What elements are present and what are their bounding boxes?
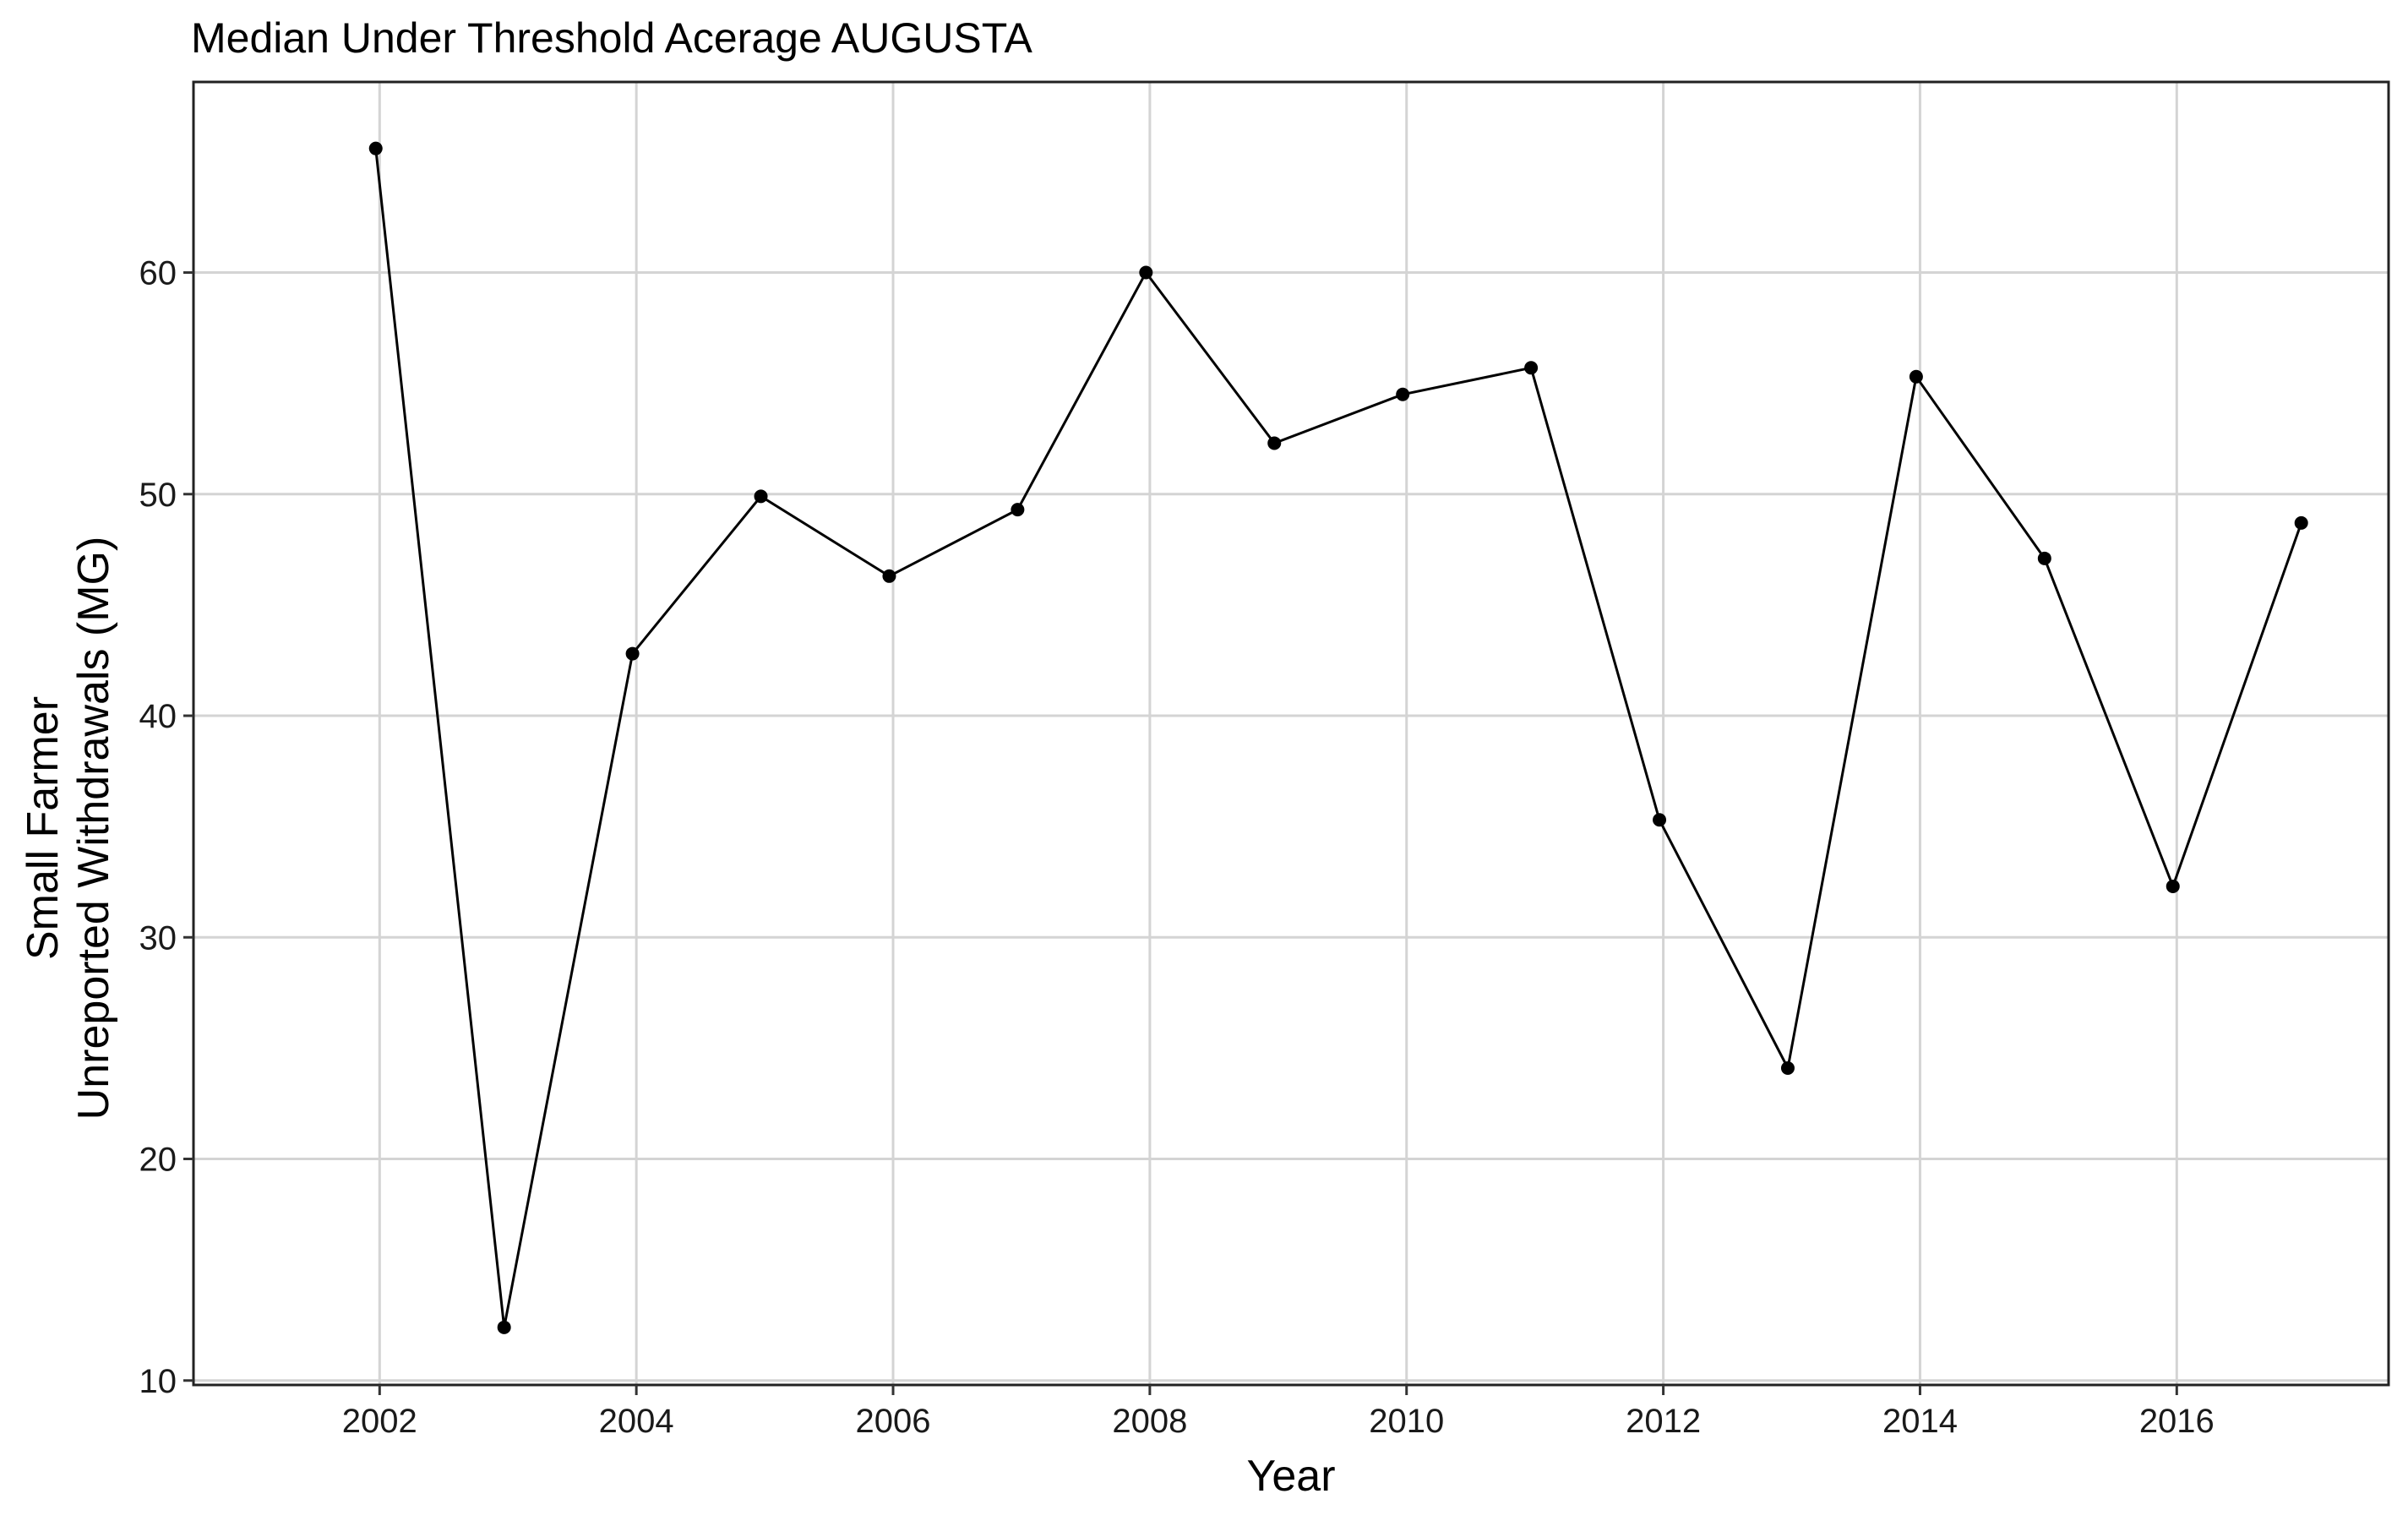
data-point [754, 489, 768, 504]
axes: 10 20 30 40 50 60 2002 2004 2006 2008 2010 2012 2014… [139, 255, 2215, 1440]
plot-panel-border [192, 80, 2390, 1387]
data-point [1909, 369, 1923, 384]
x-tick-label-2016: 2016 [2139, 1403, 2215, 1440]
data-point [2294, 515, 2308, 530]
x-axis-title: Year [1246, 1452, 1335, 1501]
data-point [1780, 1060, 1795, 1075]
data-point [1524, 361, 1539, 375]
series-line [374, 148, 2303, 1328]
x-tick-label-2008: 2008 [1112, 1403, 1187, 1440]
x-tick-label-2012: 2012 [1626, 1403, 1701, 1440]
x-tick-label-2006: 2006 [856, 1403, 931, 1440]
data-point [1653, 813, 1667, 827]
data-point [625, 646, 640, 661]
data-point [1267, 436, 1282, 450]
y-tick-label-40: 40 [139, 698, 177, 735]
x-tick-label-2004: 2004 [599, 1403, 674, 1440]
y-axis-title-line-1: Small Farmer [19, 696, 68, 960]
y-tick-label-50: 50 [139, 477, 177, 514]
data-point [1396, 387, 1410, 401]
x-tick-label-2002: 2002 [342, 1403, 417, 1440]
data-point [1139, 265, 1153, 280]
data-point [2166, 879, 2180, 893]
y-tick-label-10: 10 [139, 1363, 177, 1400]
x-tick-label-2010: 2010 [1369, 1403, 1444, 1440]
data-point [368, 141, 383, 155]
data-point [882, 569, 896, 583]
x-tick-label-2014: 2014 [1882, 1403, 1958, 1440]
y-axis-title-line-2: Unreported Withdrawals (MG) [69, 537, 118, 1120]
y-axis-title: Small Farmer Unreported Withdrawals (MG) [19, 537, 118, 1120]
grid [193, 82, 2389, 1385]
chart-title: Median Under Threshold Acerage AUGUSTA [191, 14, 1033, 62]
y-tick-label-60: 60 [139, 255, 177, 292]
y-tick-label-30: 30 [139, 919, 177, 957]
data-point [2037, 551, 2051, 565]
data-series [368, 141, 2308, 1334]
data-point [497, 1320, 511, 1334]
data-point [1011, 503, 1025, 517]
y-tick-label-20: 20 [139, 1142, 177, 1179]
